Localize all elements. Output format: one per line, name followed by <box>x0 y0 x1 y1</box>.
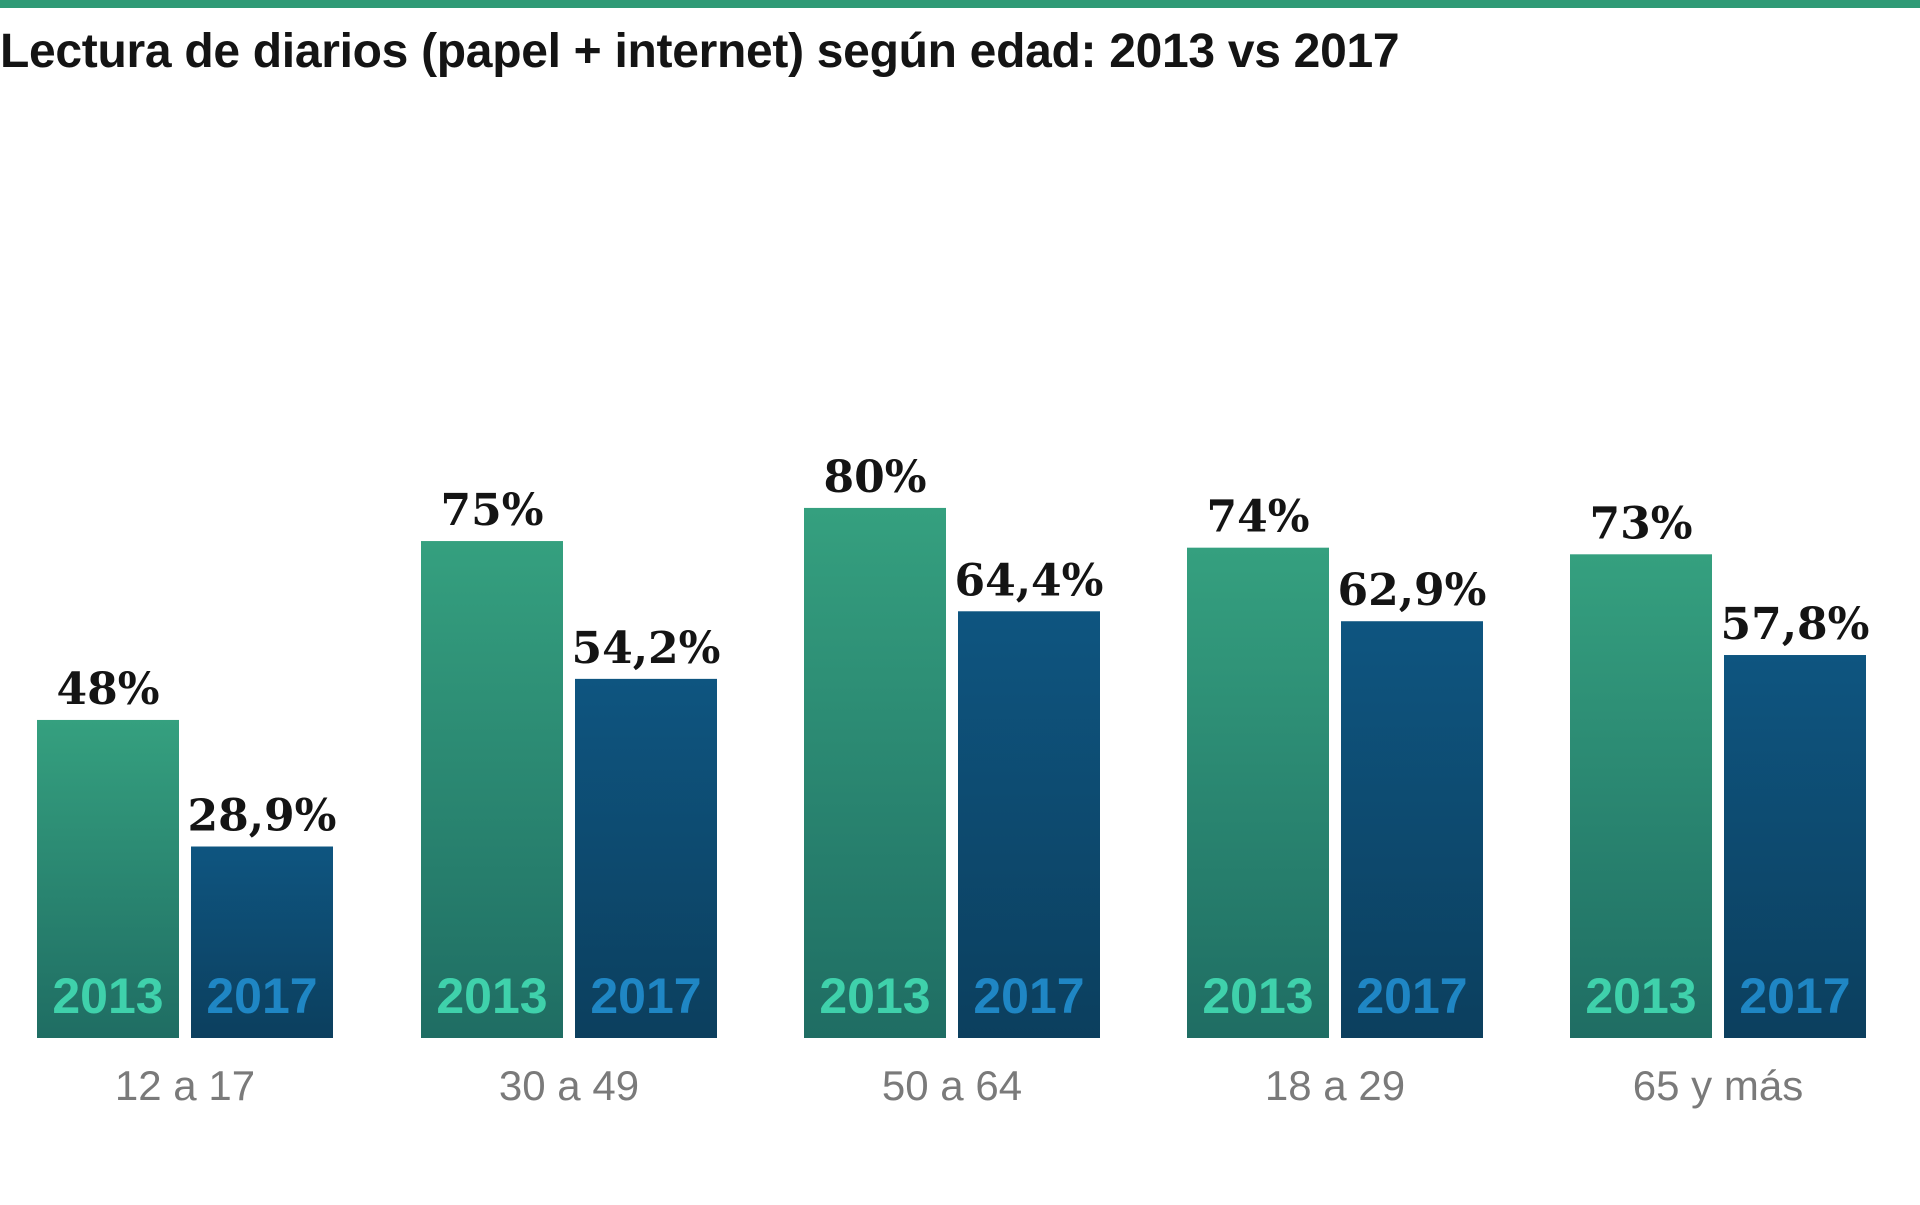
bar-2017 <box>958 611 1100 1038</box>
bar-2013 <box>37 719 179 1038</box>
top-rule <box>0 0 1920 8</box>
bar-2013 <box>1570 554 1712 1038</box>
bar-2013 <box>804 507 946 1038</box>
year-label-2017: 2017 <box>590 968 701 1024</box>
data-label: 64,4% <box>955 555 1104 606</box>
data-label: 80% <box>823 452 926 503</box>
year-label-2013: 2013 <box>1585 968 1696 1024</box>
year-label-2013: 2013 <box>819 968 930 1024</box>
year-label-2017: 2017 <box>206 968 317 1024</box>
bar-2017 <box>191 846 333 1038</box>
bar-group: 75% 2013 54,2% 2017 30 a 49 <box>421 485 720 1109</box>
category-label: 50 a 64 <box>882 1062 1022 1109</box>
category-label: 30 a 49 <box>499 1062 639 1109</box>
data-label: 73% <box>1589 498 1692 549</box>
bar-2013 <box>421 541 563 1038</box>
year-label-2013: 2013 <box>52 968 163 1024</box>
bar-2013 <box>1187 547 1329 1038</box>
data-label: 28,9% <box>188 791 337 842</box>
year-label-2013: 2013 <box>1202 968 1313 1024</box>
data-label: 54,2% <box>572 623 721 674</box>
bar-group: 74% 2013 62,9% 2017 18 a 29 <box>1187 492 1486 1109</box>
bar-group: 48% 2013 28,9% 2017 12 a 17 <box>37 664 336 1109</box>
category-label: 65 y más <box>1633 1062 1803 1109</box>
year-label-2017: 2017 <box>1739 968 1850 1024</box>
data-label: 62,9% <box>1338 565 1487 616</box>
data-label: 75% <box>440 485 543 536</box>
bar-2017 <box>1341 621 1483 1038</box>
chart-title: Lectura de diarios (papel + internet) se… <box>0 25 1400 78</box>
data-label: 48% <box>56 664 159 715</box>
bar-2017 <box>1724 655 1866 1038</box>
year-label-2017: 2017 <box>1356 968 1467 1024</box>
data-label: 57,8% <box>1721 599 1870 650</box>
bar-group: 80% 2013 64,4% 2017 50 a 64 <box>804 452 1103 1109</box>
year-label-2017: 2017 <box>973 968 1084 1024</box>
category-label: 18 a 29 <box>1265 1062 1405 1109</box>
bar-2017 <box>575 678 717 1038</box>
category-label: 12 a 17 <box>115 1062 255 1109</box>
year-label-2013: 2013 <box>436 968 547 1024</box>
data-label: 74% <box>1206 492 1309 543</box>
bar-group: 73% 2013 57,8% 2017 65 y más <box>1570 498 1869 1109</box>
